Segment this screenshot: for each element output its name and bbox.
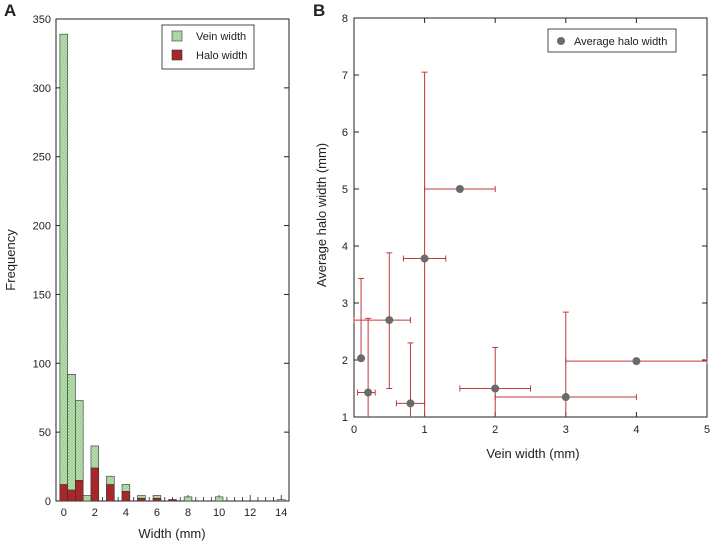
panel-a-x-tick-label: 12 [244,507,256,519]
panel-b-label: B [313,1,325,20]
halo-width-bar [152,497,162,502]
average-halo-width-point [455,185,464,193]
vein-width-bar [277,499,286,502]
panel-a-x-tick-label: 0 [61,507,67,519]
legend-swatch-vein-width [171,30,183,42]
panel-a-ticks: 0 50 100 150 200 250 300 350 0 2 4 6 8 10 12 14 [33,14,290,519]
panel-a-frame [55,18,290,502]
average-halo-width-point [406,399,415,408]
panel-b-y-tick-label: 1 [342,412,348,424]
panel-b-x-tick-label: 2 [492,424,498,436]
panel-b-legend: Average halo width [547,28,677,53]
vein-width-bar [214,496,224,502]
halo-width-bar [121,491,131,502]
panel-b-x-tick-label: 5 [704,424,710,436]
legend-label-average-halo-width: Average halo width [574,36,667,48]
panel-b-y-tick-label: 4 [342,241,348,253]
panel-a-y-tick-label: 350 [33,14,51,26]
panel-b-legend-box [547,28,677,53]
halo-width-bar [137,497,146,502]
panel-b-y-tick-label: 8 [342,13,348,25]
panel-b-x-tick-label: 4 [633,424,639,436]
halo-width-bar [90,467,100,502]
panel-a-y-axis-label: Frequency [3,229,18,291]
average-halo-width-point [420,254,429,263]
average-halo-width-point [364,388,373,397]
halo-width-bar [168,499,177,502]
panel-a-legend: Vein width Halo width [161,24,255,70]
average-halo-width-point [385,316,394,325]
panel-b-y-axis-label: Average halo width (mm) [314,143,329,287]
halo-width-bar [106,484,115,502]
halo-width-bar [75,480,84,502]
panel-a-y-tick-label: 200 [33,221,51,233]
panel-a-label: A [4,1,16,20]
panel-b-x-tick-label: 1 [422,424,428,436]
average-halo-width-point [357,354,366,363]
panel-a-y-tick-label: 300 [33,83,51,95]
panel-b-y-tick-label: 7 [342,70,348,82]
panel-b-y-tick-label: 3 [342,298,348,310]
panel-a-x-axis-label: Width (mm) [138,526,205,541]
panel-a-y-tick-label: 150 [33,289,51,301]
panel-a-x-tick-label: 14 [275,507,287,519]
legend-marker-average-halo-width [557,37,565,45]
halo-width-bar [67,489,76,502]
panel-a-x-tick-label: 4 [123,507,129,519]
average-halo-width-point [632,357,641,366]
panel-a-y-tick-label: 50 [39,427,51,439]
panel-b-frame [353,17,708,418]
average-halo-width-point [561,393,570,402]
legend-swatch-halo-width [171,49,183,61]
panel-a-x-tick-label: 8 [185,507,191,519]
panel-b-x-axis-label: Vein width (mm) [486,446,579,461]
vein-width-bar [82,495,92,502]
panel-a-y-tick-label: 250 [33,152,51,164]
panel-b-y-tick-label: 2 [342,355,348,367]
panel-b-points [353,71,708,417]
panel-a: A 0 50 100 150 200 250 300 350 0 2 4 6 8 10 12 14 Width… [3,1,290,541]
panel-b-x-tick-label: 3 [563,424,569,436]
halo-width-bar [59,484,68,502]
panel-a-x-tick-label: 10 [213,507,225,519]
vein-width-bar [183,496,193,502]
panel-a-x-tick-label: 2 [92,507,98,519]
panel-b-y-tick-label: 6 [342,127,348,139]
legend-label-halo-width: Halo width [196,50,247,62]
panel-a-y-tick-label: 0 [45,496,51,508]
panel-b-y-tick-label: 5 [342,184,348,196]
average-halo-width-point [491,384,500,393]
panel-b-x-tick-label: 0 [351,424,357,436]
panel-a-y-tick-label: 100 [33,358,51,370]
panel-a-bars [59,33,286,502]
panel-a-x-tick-label: 6 [154,507,160,519]
vein-width-bar [59,33,68,502]
legend-label-vein-width: Vein width [196,31,246,43]
vein-width-bar [67,374,76,502]
